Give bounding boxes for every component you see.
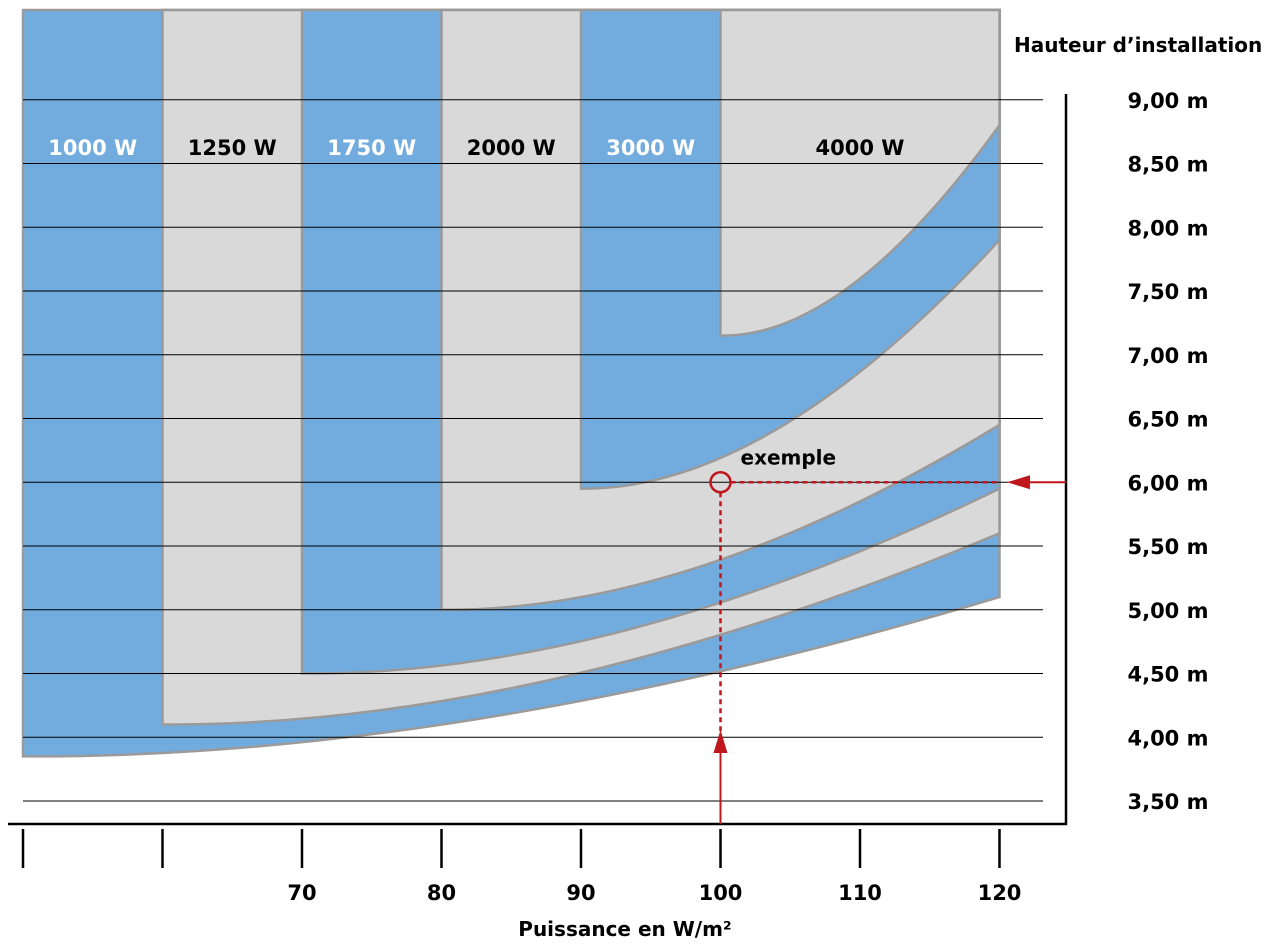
x-axis-title: Puissance en W/m²	[518, 917, 731, 941]
y-tick-label: 6,50 m	[1127, 408, 1208, 432]
y-tick-label: 9,00 m	[1127, 89, 1208, 113]
y-tick-label: 3,50 m	[1127, 790, 1208, 814]
band-label-4000-w: 4000 W	[816, 136, 905, 160]
y-tick-label: 4,50 m	[1127, 663, 1208, 687]
band-label-1000-w: 1000 W	[48, 136, 137, 160]
x-tick-label-100: 100	[699, 881, 743, 905]
example-arrow-up-head	[713, 730, 728, 753]
band-4000-w	[719, 8, 1001, 337]
band-label-1250-w: 1250 W	[188, 136, 277, 160]
band-labels: 1000 W 1250 W 1750 W 2000 W 3000 W 4000 W	[48, 136, 904, 160]
y-tick-label: 8,50 m	[1127, 153, 1208, 177]
example-label: exemple	[741, 445, 837, 469]
x-tick-label-90: 90	[566, 881, 595, 905]
band-label-1750-w: 1750 W	[327, 136, 416, 160]
band-label-3000-w: 3000 W	[606, 136, 695, 160]
y-axis-title: Hauteur d’installation	[1014, 33, 1262, 57]
y-axis-tick-labels: 3,50 m 4,00 m 4,50 m 5,00 m 5,50 m 6,00 m 6,50…	[1127, 89, 1208, 814]
y-tick-label: 4,00 m	[1127, 726, 1208, 750]
example-point	[709, 471, 732, 494]
height-gridlines	[23, 99, 1043, 802]
x-tick-label-70: 70	[287, 881, 316, 905]
x-tick-label-80: 80	[427, 881, 456, 905]
y-tick-label: 5,00 m	[1127, 599, 1208, 623]
example-arrow-left-head	[1007, 475, 1030, 490]
y-tick-label: 8,00 m	[1127, 216, 1208, 240]
x-axis-ticks: 70 80 90 100 110 120	[21, 829, 1022, 905]
example-marker: exemple	[709, 445, 1066, 824]
axes	[8, 94, 1068, 826]
power-bands	[21, 8, 1001, 758]
y-tick-label: 7,00 m	[1127, 344, 1208, 368]
y-tick-label: 6,00 m	[1127, 471, 1208, 495]
band-label-2000-w: 2000 W	[467, 136, 556, 160]
x-tick-label-120: 120	[978, 881, 1022, 905]
y-tick-label: 7,50 m	[1127, 280, 1208, 304]
x-tick-label-110: 110	[838, 881, 882, 905]
y-tick-label: 5,50 m	[1127, 535, 1208, 559]
